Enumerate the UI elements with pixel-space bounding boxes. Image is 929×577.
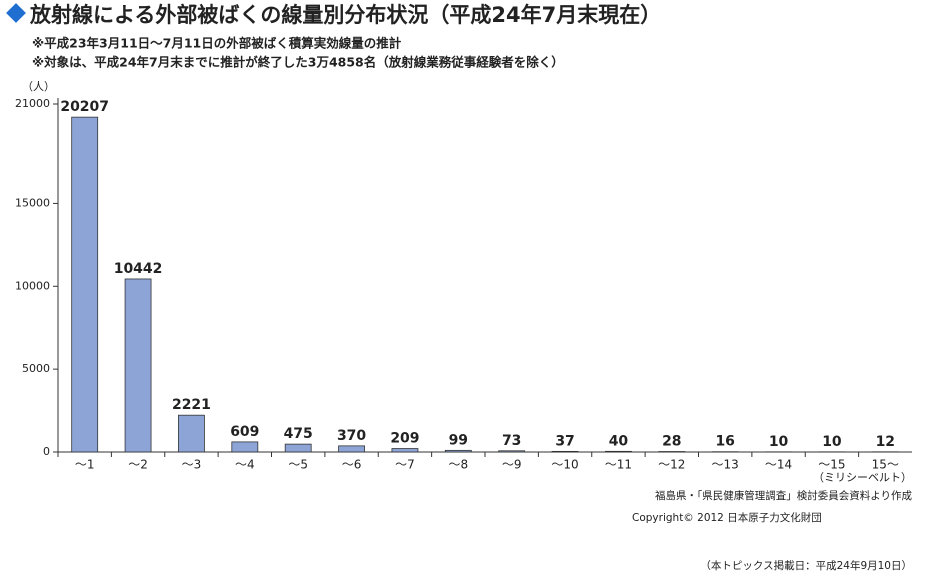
x-tick-label: 〜4 (235, 458, 255, 472)
x-tick-label: 〜7 (395, 458, 415, 472)
x-tick-label: 〜2 (128, 458, 148, 472)
bar (498, 450, 526, 453)
bar (551, 450, 579, 453)
title-bullet (6, 3, 26, 23)
bar (231, 441, 259, 453)
x-tick-label: 〜10 (551, 458, 578, 472)
x-tick-label: 〜1 (75, 458, 95, 472)
y-tick-label: 15000 (15, 196, 50, 209)
subtitle: ※平成23年3月11日〜7月11日の外部被ばく積算実効線量の推計 (32, 36, 402, 51)
x-tick-label: 〜12 (658, 458, 685, 472)
y-tick-label: 10000 (15, 279, 50, 292)
y-tick-label: 5000 (22, 362, 50, 375)
copyright: Copyright© 2012 日本原子力文化財団 (632, 511, 822, 524)
value-label: 20207 (60, 99, 109, 115)
x-tick-label: 〜5 (288, 458, 308, 472)
value-label: 209 (390, 431, 419, 447)
bar (605, 450, 632, 453)
x-tick-label: 〜8 (448, 458, 468, 472)
x-tick-label: 〜9 (502, 458, 522, 472)
subtitle: ※対象は、平成24年7月末までに推計が終了した3万4858名（放射線業務従事経験… (32, 55, 564, 70)
chart-title: 放射線による外部被ばくの線量別分布状況（平成24年7月末現在） (29, 3, 661, 27)
value-label: 28 (662, 434, 681, 450)
x-tick-label: 〜14 (765, 458, 792, 472)
value-label: 10442 (114, 261, 163, 277)
x-tick-label: 〜6 (342, 458, 362, 472)
value-label: 370 (337, 428, 366, 444)
x-tick-label: 〜11 (605, 458, 632, 472)
bar (391, 448, 419, 453)
bar (444, 449, 472, 453)
bar (124, 278, 152, 453)
value-label: 16 (715, 434, 734, 450)
value-label: 37 (555, 433, 574, 449)
bar (178, 414, 205, 453)
footnote: （本トピックス掲載日：平成24年9月10日） (700, 559, 912, 572)
value-label: 99 (449, 432, 468, 448)
value-label: 73 (502, 433, 521, 449)
value-label: 10 (769, 434, 789, 450)
value-label: 609 (230, 424, 259, 440)
x-tick-label: 〜3 (182, 458, 202, 472)
value-label: 40 (609, 433, 629, 449)
y-tick-label: 0 (43, 445, 50, 458)
value-label: 2221 (172, 397, 211, 413)
bar (284, 443, 312, 453)
x-axis-label: （ミリシーベルト） (813, 471, 912, 484)
y-axis-label: （人） (22, 80, 55, 93)
value-label: 475 (284, 426, 313, 442)
source: 福島県・「県民健康管理調査」検討委員会資料より作成 (655, 489, 913, 502)
y-tick-label: 21000 (15, 97, 50, 110)
bar (338, 445, 365, 453)
x-tick-label: 〜13 (712, 458, 739, 472)
x-tick-label: 15〜 (872, 458, 899, 472)
bar (71, 116, 99, 453)
value-label: 12 (876, 434, 895, 450)
value-label: 10 (822, 434, 842, 450)
x-tick-label: 〜15 (818, 458, 845, 472)
